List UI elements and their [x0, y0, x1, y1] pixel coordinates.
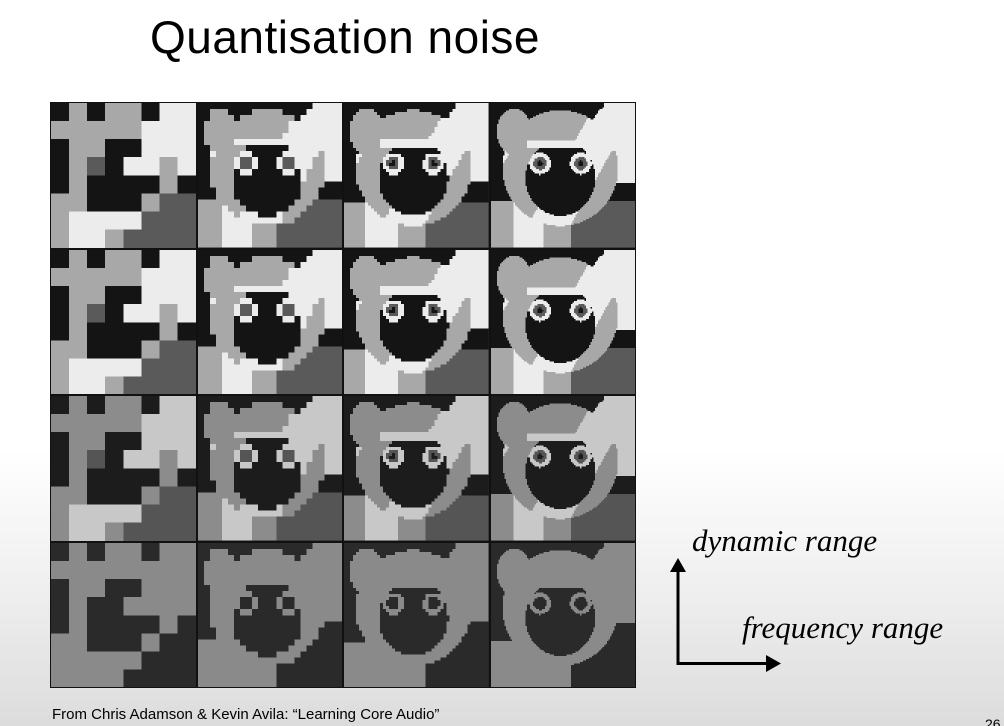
slide-title: Quantisation noise [0, 10, 690, 64]
lemur-image [197, 249, 342, 394]
quantised-image-r3-c3 [343, 395, 490, 542]
axis-arrows [670, 558, 781, 672]
lemur-image [344, 249, 489, 394]
page-number: 26 [985, 716, 1001, 726]
source-credit: From Chris Adamson & Kevin Avila: “Learn… [52, 706, 439, 723]
lemur-image [197, 396, 342, 541]
quantised-image-r4-c1 [50, 541, 197, 688]
lemur-image [51, 103, 196, 248]
dynamic-range-label: dynamic range [692, 523, 877, 559]
quantised-image-r1-c3 [343, 102, 490, 249]
quantisation-image-grid [50, 102, 636, 688]
lemur-image [490, 396, 635, 541]
quantised-image-r4-c3 [343, 541, 490, 688]
quantised-image-r3-c2 [196, 395, 343, 542]
quantised-image-r2-c2 [196, 248, 343, 395]
quantised-image-r2-c3 [343, 248, 490, 395]
axis-diagram: dynamic range frequency range [660, 520, 990, 680]
horizontal-arrowhead [766, 655, 781, 672]
quantised-image-r4-c2 [196, 541, 343, 688]
lemur-image [344, 396, 489, 541]
quantised-image-r1-c1 [50, 102, 197, 249]
quantised-image-r1-c4 [489, 102, 636, 249]
frequency-range-label: frequency range [742, 610, 943, 646]
quantised-image-r2-c4 [489, 248, 636, 395]
lemur-image [197, 542, 342, 687]
lemur-image [490, 103, 635, 248]
lemur-image [490, 249, 635, 394]
quantised-image-r4-c4 [489, 541, 636, 688]
quantised-image-r3-c1 [50, 395, 197, 542]
quantised-image-r3-c4 [489, 395, 636, 542]
lemur-image [197, 103, 342, 248]
quantised-image-r2-c1 [50, 248, 197, 395]
lemur-image [490, 542, 635, 687]
lemur-image [51, 396, 196, 541]
vertical-arrowhead [670, 558, 686, 572]
lemur-image [51, 542, 196, 687]
quantised-image-r1-c2 [196, 102, 343, 249]
lemur-image [344, 542, 489, 687]
lemur-image [51, 249, 196, 394]
lemur-image [344, 103, 489, 248]
